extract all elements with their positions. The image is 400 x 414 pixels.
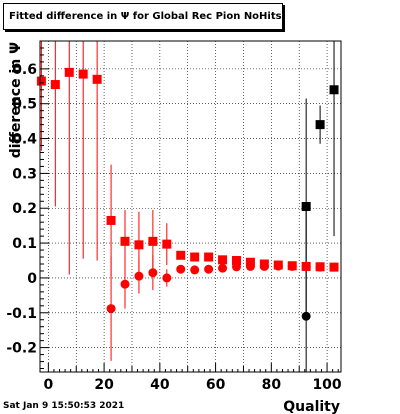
data-point-square <box>176 250 186 260</box>
x-tick-label: 100 <box>312 377 341 393</box>
data-point-square <box>315 120 325 130</box>
data-point-square <box>64 67 74 77</box>
data-point-square <box>134 240 144 250</box>
data-point-circle <box>273 261 283 271</box>
data-point-circle <box>301 311 311 321</box>
data-point-circle <box>329 262 339 272</box>
data-point-circle <box>287 261 297 271</box>
data-point-square <box>106 215 116 225</box>
data-point-square <box>92 74 102 84</box>
data-point-circle <box>218 263 228 273</box>
data-point-square <box>78 69 88 79</box>
y-tick-label: 0.1 <box>12 236 37 252</box>
grid-layer <box>40 41 341 372</box>
data-point-square <box>329 85 339 95</box>
data-point-circle <box>190 265 200 275</box>
data-point-circle <box>259 261 269 271</box>
plot-frame <box>39 40 342 373</box>
data-point-square <box>231 256 241 266</box>
data-point-square <box>204 252 214 262</box>
y-tick-label: 0.3 <box>12 166 37 182</box>
y-tick-label: -0.2 <box>6 341 37 357</box>
axes-layer: 0 20 40 60 80 100 -0.2 -0.1 0 0.1 0.2 0.3 0.4 0.5 0.6 <box>6 47 342 393</box>
y-tick-label: 0 <box>27 271 37 287</box>
y-axis-label: difference in Ψ <box>8 42 24 158</box>
data-point-square <box>190 252 200 262</box>
x-tick-label: 0 <box>43 377 53 393</box>
y-tick-label: 0.2 <box>12 201 37 217</box>
data-point-square <box>120 236 130 246</box>
data-point-square <box>50 80 60 90</box>
x-axis-label: Quality <box>283 399 340 414</box>
datestamp: Sat Jan 9 15:50:53 2021 <box>3 401 125 411</box>
markers-layer <box>36 67 339 321</box>
x-tick-label: 20 <box>94 377 114 393</box>
data-point-circle <box>106 304 116 314</box>
data-point-square <box>148 236 158 246</box>
x-tick-label: 80 <box>262 377 282 393</box>
data-point-square <box>36 76 46 86</box>
data-point-circle <box>245 261 255 271</box>
data-point-circle <box>204 264 214 274</box>
y-tick-label: 0.6 <box>12 62 37 78</box>
x-tick-label: 60 <box>206 377 226 393</box>
data-point-square <box>162 239 172 249</box>
data-point-circle <box>134 271 144 281</box>
data-point-circle <box>315 262 325 272</box>
data-point-circle <box>301 262 311 272</box>
data-point-circle <box>231 262 241 272</box>
y-tick-label: -0.1 <box>6 306 37 322</box>
y-tick-label: 0.4 <box>12 132 37 148</box>
data-point-square <box>218 255 228 265</box>
data-point-circle <box>176 264 186 274</box>
data-point-circle <box>162 273 172 283</box>
data-point-circle <box>148 268 158 278</box>
chart-title: Fitted difference in Ψ for Global Rec Pi… <box>9 11 282 22</box>
data-point-square <box>301 202 311 211</box>
chart-title-box: Fitted difference in Ψ for Global Rec Pi… <box>3 3 283 30</box>
data-point-circle <box>120 279 130 289</box>
y-tick-label: 0.5 <box>12 97 37 113</box>
x-tick-label: 40 <box>150 377 170 393</box>
